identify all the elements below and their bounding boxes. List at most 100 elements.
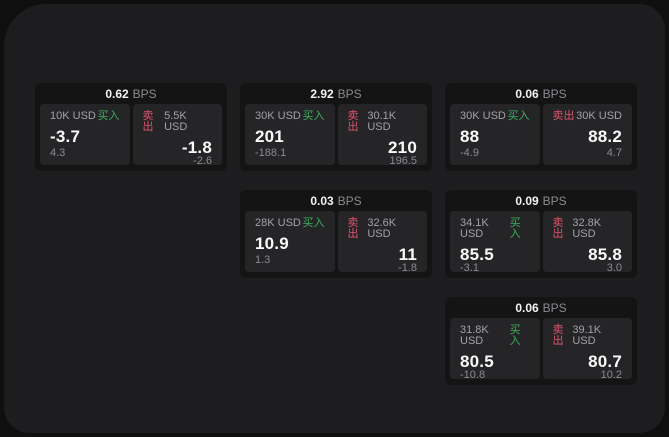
bps-value: 0.06 [515, 86, 539, 101]
card-body: 28K USD 买入 10.9 1.3 卖出 32.6K USD 11 -1.8 [240, 211, 432, 274]
card-body: 10K USD 买入 -3.7 4.3 卖出 5.5K USD -1.8 -2.… [35, 104, 227, 167]
buy-amount-label: 30K USD [460, 110, 506, 122]
quote-card: 0.06 BPS 31.8K USD 买入 80.5 -10.8 卖出 39.1… [445, 297, 637, 385]
bps-unit-label: BPS [542, 86, 567, 101]
sell-amount-label: 32.6K USD [367, 217, 397, 240]
buy-sub-value: -3.1 [460, 262, 479, 274]
buy-price-value: 88 [460, 127, 480, 146]
sell-side-label: 卖出 [347, 217, 359, 240]
sell-quote-tile[interactable]: 卖出 30K USD 88.2 4.7 [542, 104, 632, 165]
buy-amount-label: 34.1K USD [460, 217, 489, 240]
buy-amount-label: 30K USD [255, 110, 301, 122]
buy-price-value: 85.5 [460, 245, 494, 264]
quote-card: 0.62 BPS 10K USD 买入 -3.7 4.3 卖出 5.5K USD… [35, 83, 227, 171]
sell-tile-header: 卖出 30.1K USD [348, 111, 418, 133]
sell-quote-tile[interactable]: 卖出 5.5K USD -1.8 -2.6 [132, 104, 222, 167]
buy-amount-label: 10K USD [50, 110, 96, 122]
buy-price-value: 80.5 [460, 352, 494, 371]
sell-price-value: 80.7 [588, 352, 622, 371]
bps-unit-label: BPS [542, 193, 567, 208]
sell-quote-tile[interactable]: 卖出 39.1K USD 80.7 10.2 [542, 318, 632, 381]
buy-side-label: 买入 [507, 110, 530, 122]
sell-amount-label: 5.5K USD [164, 110, 188, 133]
buy-tile-header: 31.8K USD 买入 [460, 325, 530, 347]
card-header: 0.03 BPS [240, 190, 432, 211]
sell-price-value: -1.8 [181, 138, 212, 157]
sell-price-value: 85.8 [588, 245, 622, 264]
card-body: 30K USD 买入 88 -4.9 卖出 30K USD 88.2 4.7 [445, 104, 637, 165]
buy-side-label: 买入 [302, 217, 325, 229]
buy-side-label: 买入 [509, 217, 521, 240]
card-header: 0.09 BPS [445, 190, 637, 211]
sell-quote-tile[interactable]: 卖出 32.8K USD 85.8 3.0 [542, 211, 632, 274]
sell-tile-header: 卖出 30K USD [553, 111, 623, 122]
buy-sub-value: 4.3 [50, 147, 66, 159]
sell-amount-label: 30.1K USD [367, 110, 397, 133]
sell-sub-value: 3.0 [606, 262, 622, 274]
buy-sub-value: 1.3 [255, 254, 271, 266]
sell-sub-value: 4.7 [606, 147, 622, 159]
buy-quote-tile[interactable]: 34.1K USD 买入 85.5 -3.1 [450, 211, 540, 274]
card-body: 30K USD 买入 201 -188.1 卖出 30.1K USD 210 1… [240, 104, 432, 167]
quote-card: 2.92 BPS 30K USD 买入 201 -188.1 卖出 30.1K … [240, 83, 432, 171]
bps-value: 0.62 [105, 86, 129, 101]
card-body: 31.8K USD 买入 80.5 -10.8 卖出 39.1K USD 80.… [445, 318, 637, 381]
buy-quote-tile[interactable]: 30K USD 买入 88 -4.9 [450, 104, 540, 165]
sell-side-label: 卖出 [552, 110, 575, 122]
sell-side-label: 卖出 [552, 217, 564, 240]
sell-sub-value: -1.8 [398, 262, 417, 274]
card-header: 0.06 BPS [445, 83, 637, 104]
buy-quote-tile[interactable]: 10K USD 买入 -3.7 4.3 [40, 104, 130, 165]
buy-sub-value: -10.8 [460, 369, 486, 381]
bps-unit-label: BPS [337, 193, 362, 208]
buy-price-value: 201 [255, 127, 284, 146]
sell-side-label: 卖出 [552, 324, 564, 347]
sell-amount-label: 39.1K USD [572, 324, 602, 347]
card-header: 0.06 BPS [445, 297, 637, 318]
buy-tile-header: 28K USD 买入 [255, 218, 325, 229]
buy-side-label: 买入 [97, 110, 120, 122]
sell-tile-header: 卖出 5.5K USD [143, 111, 213, 133]
sell-quote-tile[interactable]: 卖出 30.1K USD 210 196.5 [337, 104, 427, 167]
buy-sub-value: -188.1 [255, 147, 287, 159]
sell-amount-label: 32.8K USD [572, 217, 602, 240]
quote-card: 0.06 BPS 30K USD 买入 88 -4.9 卖出 30K USD 8… [445, 83, 637, 171]
buy-sub-value: -4.9 [460, 147, 479, 159]
sell-side-label: 卖出 [347, 110, 359, 133]
card-header: 2.92 BPS [240, 83, 432, 104]
sell-tile-header: 卖出 32.8K USD [553, 218, 623, 240]
buy-tile-header: 30K USD 买入 [255, 111, 325, 122]
buy-amount-label: 28K USD [255, 217, 301, 229]
sell-amount-label: 30K USD [576, 110, 622, 122]
quote-card: 0.09 BPS 34.1K USD 买入 85.5 -3.1 卖出 32.8K… [445, 190, 637, 278]
card-body: 34.1K USD 买入 85.5 -3.1 卖出 32.8K USD 85.8… [445, 211, 637, 274]
bps-unit-label: BPS [337, 86, 362, 101]
buy-quote-tile[interactable]: 31.8K USD 买入 80.5 -10.8 [450, 318, 540, 381]
buy-quote-tile[interactable]: 30K USD 买入 201 -188.1 [245, 104, 335, 165]
buy-tile-header: 30K USD 买入 [460, 111, 530, 122]
sell-price-value: 210 [388, 138, 417, 157]
buy-price-value: 10.9 [255, 234, 289, 253]
bps-value: 0.03 [310, 193, 334, 208]
sell-price-value: 11 [398, 245, 417, 264]
buy-tile-header: 34.1K USD 买入 [460, 218, 530, 240]
sell-price-value: 88.2 [588, 127, 622, 146]
bps-value: 0.09 [515, 193, 539, 208]
buy-tile-header: 10K USD 买入 [50, 111, 120, 122]
main-panel: 0.62 BPS 10K USD 买入 -3.7 4.3 卖出 5.5K USD… [4, 4, 665, 433]
buy-price-value: -3.7 [50, 127, 81, 146]
quote-card: 0.03 BPS 28K USD 买入 10.9 1.3 卖出 32.6K US… [240, 190, 432, 278]
sell-sub-value: -2.6 [193, 155, 212, 167]
bps-unit-label: BPS [542, 300, 567, 315]
card-header: 0.62 BPS [35, 83, 227, 104]
bps-value: 0.06 [515, 300, 539, 315]
sell-tile-header: 卖出 39.1K USD [553, 325, 623, 347]
sell-sub-value: 196.5 [389, 155, 417, 167]
buy-side-label: 买入 [302, 110, 325, 122]
bps-value: 2.92 [310, 86, 334, 101]
sell-tile-header: 卖出 32.6K USD [348, 218, 418, 240]
buy-side-label: 买入 [509, 324, 521, 347]
sell-side-label: 卖出 [142, 110, 154, 133]
buy-quote-tile[interactable]: 28K USD 买入 10.9 1.3 [245, 211, 335, 272]
sell-quote-tile[interactable]: 卖出 32.6K USD 11 -1.8 [337, 211, 427, 274]
